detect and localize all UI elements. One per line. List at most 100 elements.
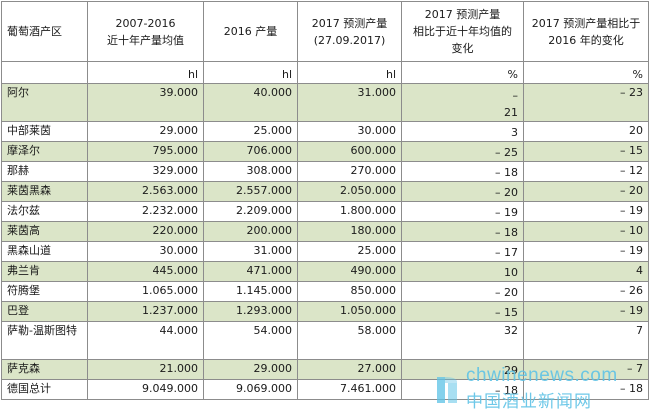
change-vs-2016-cell: – 19 <box>523 201 649 222</box>
change-vs-average-cell: 32 <box>401 321 524 360</box>
forecast-2017-cell: 7.461.000 <box>297 379 402 400</box>
production-2016-cell: 706.000 <box>203 141 298 162</box>
table-row: 中部莱茵 29.000 25.000 30.000 3 20 <box>1 121 649 142</box>
forecast-2017-cell: 600.000 <box>297 141 402 162</box>
change-vs-2016-cell: 7 <box>523 321 649 360</box>
forecast-2017-cell: 1.050.000 <box>297 301 402 322</box>
change-vs-2016-cell: – 19 <box>523 241 649 262</box>
header-change-vs-average-line3: 变化 <box>451 42 474 55</box>
unit-cell-forecast: hl <box>297 61 402 84</box>
header-2016-production: 2016 产量 <box>203 1 298 62</box>
production-2016-cell: 9.069.000 <box>203 379 298 400</box>
average-cell: 21.000 <box>87 359 204 380</box>
forecast-2017-cell: 270.000 <box>297 161 402 182</box>
table-row: 莱茵高 220.000 200.000 180.000 – 18 – 10 <box>1 221 649 242</box>
region-cell: 符腾堡 <box>1 281 88 302</box>
change-vs-2016-cell: – 19 <box>523 301 649 322</box>
average-cell: 329.000 <box>87 161 204 182</box>
production-2016-cell: 2.557.000 <box>203 181 298 202</box>
change-vs-average-cell: 3 <box>401 121 524 142</box>
change-vs-2016-cell: – 18 <box>523 379 649 400</box>
change-vs-average-cell: – 25 <box>401 141 524 162</box>
unit-cell-change-average: % <box>401 61 524 84</box>
header-change-vs-2016-line2: 2016 年的变化 <box>548 33 624 47</box>
table-row: 萨克森 21.000 29.000 27.000 29 – 7 <box>1 359 649 380</box>
production-2016-cell: 308.000 <box>203 161 298 182</box>
average-cell: 29.000 <box>87 121 204 142</box>
change-vs-average-cell: – 19 <box>401 201 524 222</box>
table-row: 符腾堡 1.065.000 1.145.000 850.000 – 20 – 2… <box>1 281 649 302</box>
average-cell: 2.232.000 <box>87 201 204 222</box>
header-ten-year-average: 2007-2016 近十年产量均值 <box>87 1 204 62</box>
change-vs-2016-cell: – 12 <box>523 161 649 182</box>
header-ten-year-average-line1: 2007-2016 <box>115 16 176 30</box>
production-2016-cell: 2.209.000 <box>203 201 298 222</box>
header-2017-forecast-line2: (27.09.2017) <box>313 33 386 47</box>
average-cell: 30.000 <box>87 241 204 262</box>
unit-cell-region <box>1 61 88 84</box>
forecast-2017-cell: 850.000 <box>297 281 402 302</box>
production-2016-cell: 54.000 <box>203 321 298 360</box>
header-change-vs-2016: 2017 预测产量相比于 2016 年的变化 <box>523 1 649 62</box>
production-2016-cell: 29.000 <box>203 359 298 380</box>
region-cell: 摩泽尔 <box>1 141 88 162</box>
region-cell: 巴登 <box>1 301 88 322</box>
change-vs-average-cell: – 18 <box>401 379 524 400</box>
forecast-2017-cell: 25.000 <box>297 241 402 262</box>
header-change-vs-average: 2017 预测产量 相比于近十年均值的 变化 <box>401 1 524 62</box>
header-region: 葡萄酒产区 <box>1 1 88 62</box>
change-vs-2016-cell: – 15 <box>523 141 649 162</box>
table-row: 弗兰肯 445.000 471.000 490.000 10 4 <box>1 261 649 282</box>
change-vs-2016-cell: – 10 <box>523 221 649 242</box>
region-cell: 弗兰肯 <box>1 261 88 282</box>
change-vs-average-cell: – 20 <box>401 281 524 302</box>
production-2016-cell: 1.293.000 <box>203 301 298 322</box>
table-row: 黑森山道 30.000 31.000 25.000 – 17 – 19 <box>1 241 649 262</box>
production-2016-cell: 31.000 <box>203 241 298 262</box>
table-row: 巴登 1.237.000 1.293.000 1.050.000 – 15 – … <box>1 301 649 322</box>
change-vs-average-cell: – 18 <box>401 161 524 182</box>
region-cell: 萨克森 <box>1 359 88 380</box>
production-2016-cell: 471.000 <box>203 261 298 282</box>
table-row: 摩泽尔 795.000 706.000 600.000 – 25 – 15 <box>1 141 649 162</box>
forecast-2017-cell: 1.800.000 <box>297 201 402 222</box>
forecast-2017-cell: 30.000 <box>297 121 402 142</box>
forecast-2017-cell: 27.000 <box>297 359 402 380</box>
change-vs-average-cell: – 17 <box>401 241 524 262</box>
header-2017-forecast: 2017 预测产量 (27.09.2017) <box>297 1 402 62</box>
header-row: 葡萄酒产区 2007-2016 近十年产量均值 2016 产量 2017 预测产… <box>1 1 649 62</box>
table-row: 阿尔 39.000 40.000 31.000 – 21 – 23 <box>1 83 649 122</box>
table-row: 德国总计 9.049.000 9.069.000 7.461.000 – 18 … <box>1 379 649 400</box>
average-cell: 220.000 <box>87 221 204 242</box>
change-vs-average-cell: – 20 <box>401 181 524 202</box>
change-vs-2016-cell: 4 <box>523 261 649 282</box>
average-cell: 44.000 <box>87 321 204 360</box>
header-ten-year-average-line2: 近十年产量均值 <box>107 33 184 47</box>
forecast-2017-cell: 58.000 <box>297 321 402 360</box>
region-cell: 法尔兹 <box>1 201 88 222</box>
change-vs-average-cell: – 15 <box>401 301 524 322</box>
forecast-2017-cell: 2.050.000 <box>297 181 402 202</box>
header-change-vs-average-line1: 2017 预测产量 <box>424 8 501 21</box>
table-row: 萨勒-温斯图特 44.000 54.000 58.000 32 7 <box>1 321 649 360</box>
change-vs-average-cell: 10 <box>401 261 524 282</box>
region-cell: 莱茵高 <box>1 221 88 242</box>
forecast-2017-cell: 490.000 <box>297 261 402 282</box>
change-vs-2016-cell: 20 <box>523 121 649 142</box>
production-2016-cell: 25.000 <box>203 121 298 142</box>
header-change-vs-average-line2: 相比于近十年均值的 <box>413 25 512 38</box>
change-vs-average-value: 21 <box>504 106 518 119</box>
average-cell: 9.049.000 <box>87 379 204 400</box>
unit-cell-2016: hl <box>203 61 298 84</box>
change-vs-average-cell: – 21 <box>401 83 524 122</box>
production-2016-cell: 200.000 <box>203 221 298 242</box>
change-vs-average-sign: – <box>512 89 519 102</box>
average-cell: 1.237.000 <box>87 301 204 322</box>
region-cell: 黑森山道 <box>1 241 88 262</box>
change-vs-2016-cell: – 20 <box>523 181 649 202</box>
unit-cell-change-2016: % <box>523 61 649 84</box>
header-2017-forecast-line1: 2017 预测产量 <box>311 16 388 30</box>
region-cell: 德国总计 <box>1 379 88 400</box>
average-cell: 39.000 <box>87 83 204 122</box>
table-row: 法尔兹 2.232.000 2.209.000 1.800.000 – 19 –… <box>1 201 649 222</box>
